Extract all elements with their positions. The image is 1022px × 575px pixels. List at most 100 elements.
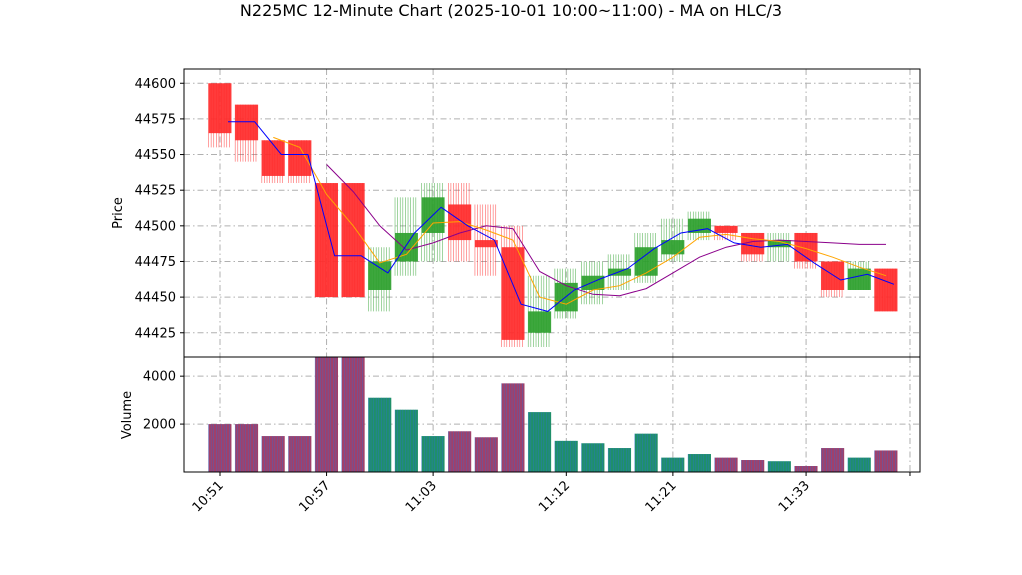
volume-bars bbox=[208, 357, 898, 472]
volume-bar-body bbox=[528, 412, 552, 472]
price-tick-label: 44575 bbox=[135, 112, 176, 127]
x-tick-label: 11:03 bbox=[403, 478, 440, 515]
volume-bar bbox=[394, 409, 418, 472]
volume-bar-body bbox=[501, 383, 525, 472]
candle-body bbox=[208, 83, 232, 134]
volume-bar-body bbox=[368, 397, 392, 472]
volume-bar bbox=[421, 436, 445, 472]
price-grid bbox=[184, 69, 920, 357]
candle-body bbox=[608, 268, 632, 276]
chart-title: N225MC 12-Minute Chart (2025-10-01 10:00… bbox=[240, 1, 782, 20]
candle-body bbox=[474, 240, 498, 248]
candle bbox=[314, 183, 339, 298]
volume-panel-frame bbox=[183, 356, 921, 473]
candle-body bbox=[261, 140, 285, 176]
volume-bar bbox=[794, 466, 818, 472]
candle bbox=[714, 225, 738, 241]
candle bbox=[661, 218, 685, 262]
volume-bar-body bbox=[821, 448, 845, 472]
volume-bar bbox=[501, 383, 525, 472]
x-tick-label: 11:33 bbox=[776, 478, 813, 515]
candle-body bbox=[288, 140, 312, 176]
volume-bar bbox=[741, 460, 765, 472]
candle-body bbox=[794, 232, 818, 262]
candle bbox=[474, 204, 498, 276]
candle bbox=[234, 104, 259, 162]
candle-body bbox=[821, 261, 845, 290]
volume-bar bbox=[474, 437, 498, 472]
ma-slow-line bbox=[326, 164, 886, 297]
price-tick-label: 44600 bbox=[135, 77, 176, 92]
candle bbox=[554, 268, 578, 319]
volume-bar-body bbox=[208, 424, 232, 472]
volume-bar bbox=[527, 412, 552, 472]
volume-bar bbox=[448, 431, 472, 472]
candle-body bbox=[315, 183, 339, 298]
volume-bar bbox=[261, 436, 285, 472]
candle bbox=[767, 232, 791, 262]
volume-bar-body bbox=[847, 457, 871, 472]
x-ticks: 10:51 10:57 11:03 11:12 11:21 11:33 bbox=[190, 472, 911, 515]
volume-bar bbox=[767, 461, 791, 472]
price-axis-label: Price bbox=[111, 197, 126, 229]
volume-bar-body bbox=[261, 436, 285, 472]
volume-tick-label: 4000 bbox=[143, 370, 176, 385]
x-tick-label: 10:57 bbox=[296, 478, 333, 515]
candle-body bbox=[874, 268, 898, 312]
candle bbox=[501, 225, 525, 348]
x-tick-label: 10:51 bbox=[190, 478, 227, 515]
candle bbox=[527, 275, 552, 348]
volume-bar bbox=[661, 457, 685, 472]
volume-bar-body bbox=[235, 424, 259, 472]
volume-bar-body bbox=[688, 454, 711, 472]
candle-body bbox=[341, 183, 365, 298]
candle bbox=[820, 261, 845, 298]
volume-bar-body bbox=[341, 357, 365, 472]
volume-bar-body bbox=[794, 466, 818, 472]
price-tick-label: 44525 bbox=[135, 184, 176, 199]
candle bbox=[368, 247, 392, 312]
x-tick-label: 11:12 bbox=[536, 478, 573, 515]
candle-body bbox=[368, 261, 392, 290]
volume-bar-body bbox=[608, 448, 632, 472]
candle-body bbox=[581, 275, 605, 290]
moving-averages bbox=[228, 121, 895, 312]
volume-bar-body bbox=[448, 431, 472, 472]
ma-mid-line bbox=[273, 136, 887, 305]
candle bbox=[687, 211, 711, 241]
candle-body bbox=[847, 268, 871, 290]
volume-bar bbox=[687, 454, 711, 472]
candle-body bbox=[554, 282, 578, 312]
candle bbox=[874, 268, 898, 312]
price-tick-label: 44425 bbox=[135, 326, 176, 341]
candle bbox=[261, 140, 285, 184]
candle-body bbox=[634, 247, 658, 276]
volume-axis-label: Volume bbox=[120, 391, 135, 439]
volume-bar-body bbox=[741, 460, 765, 472]
volume-bar bbox=[341, 357, 365, 472]
candle-body bbox=[714, 225, 738, 233]
candle-body bbox=[501, 247, 525, 340]
volume-bar bbox=[368, 397, 392, 472]
candle-body bbox=[528, 311, 552, 333]
x-tick-label: 11:21 bbox=[643, 478, 680, 515]
volume-bar bbox=[288, 436, 312, 472]
candle bbox=[634, 232, 658, 283]
candle bbox=[581, 261, 605, 305]
volume-bar-body bbox=[395, 409, 418, 472]
volume-bar-body bbox=[474, 437, 498, 472]
candle bbox=[847, 261, 871, 290]
price-tick-label: 44550 bbox=[135, 148, 176, 163]
price-tick-label: 44450 bbox=[135, 291, 176, 306]
volume-bar-body bbox=[714, 457, 738, 472]
volume-bar-body bbox=[634, 433, 658, 472]
candle-body bbox=[235, 104, 259, 141]
volume-bar bbox=[607, 448, 632, 472]
price-tick-label: 44475 bbox=[135, 255, 176, 270]
volume-bar bbox=[634, 433, 658, 472]
candle-body bbox=[767, 240, 791, 248]
candle bbox=[288, 140, 312, 184]
volume-bar-body bbox=[315, 357, 339, 472]
candle bbox=[394, 197, 418, 276]
